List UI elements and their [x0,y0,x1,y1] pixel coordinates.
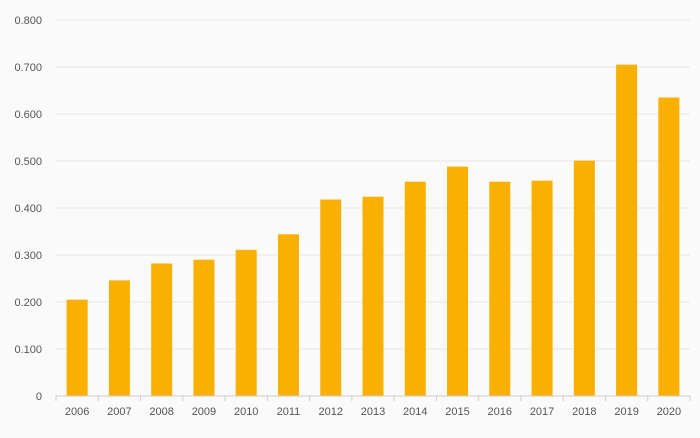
bar-2011 [277,234,299,396]
bar-2017 [531,180,553,396]
bar-2010 [235,249,257,396]
y-tick-label: 0.300 [14,250,42,262]
y-tick-label: 0.400 [14,203,42,215]
bar-2007 [108,280,130,396]
y-tick-label: 0.200 [14,297,42,309]
x-tick-label: 2011 [277,406,301,418]
bar-2008 [151,263,173,396]
x-tick-label: 2009 [192,406,216,418]
y-tick-label: 0.700 [14,62,42,74]
x-tick-label: 2010 [234,406,258,418]
y-tick-label: 0.600 [14,109,42,121]
y-axis-ticks: 0 0.100 0.200 0.300 0.400 0.500 0.600 0.700 0.80… [14,15,42,403]
bar-2013 [362,196,384,396]
x-tick-label: 2015 [445,406,469,418]
x-tick-label: 2016 [488,406,512,418]
bar-2006 [66,299,88,396]
bar-2009 [193,259,215,396]
bar-2018 [573,160,595,396]
bar-2019 [616,64,638,397]
y-tick-label: 0.800 [14,15,42,27]
x-tick-label: 2017 [530,406,554,418]
x-tick-label: 2020 [657,406,681,418]
y-tick-label: 0.500 [14,156,42,168]
x-tick-label: 2007 [107,406,131,418]
bar-2016 [489,181,511,396]
x-tick-label: 2012 [318,406,342,418]
x-tick-label: 2018 [572,406,596,418]
bar-2012 [320,199,342,396]
x-axis-ticks: 2006 2007 2008 2009 2010 2011 2012 2013 2014 2015… [65,406,681,418]
bar-2014 [404,181,426,396]
x-tick-label: 2008 [149,406,173,418]
x-tick-label: 2006 [65,406,89,418]
y-tick-label: 0.100 [14,344,42,356]
x-tick-label: 2014 [403,406,427,418]
x-axis [55,395,691,401]
bar-2015 [447,166,469,396]
x-tick-label: 2019 [614,406,638,418]
x-tick-label: 2013 [361,406,385,418]
bar-2020 [658,97,680,397]
bars [66,64,680,397]
y-tick-label: 0 [36,391,42,403]
